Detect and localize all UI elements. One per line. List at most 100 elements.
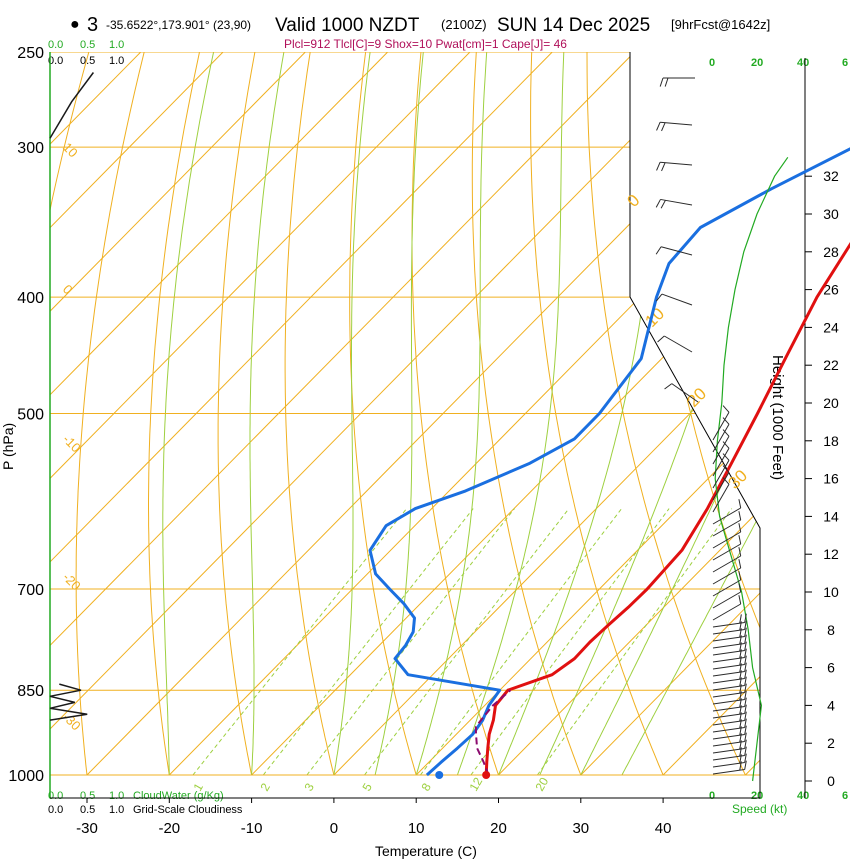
isotherm-label: 20 [683, 384, 710, 411]
cloud-bottom-black-1: 0.5 [80, 804, 95, 816]
mixing-ratio-line [420, 508, 622, 776]
wind-barb-flag [722, 417, 730, 425]
upper-wind-barb [660, 121, 693, 126]
wind-barb-flag [661, 122, 666, 132]
lower-wind-barb [712, 555, 741, 573]
lower-wind-barb [712, 741, 745, 747]
temperature-tick-label: 10 [408, 820, 425, 837]
params-line: Plcl=912 Tlcl[C]=9 Shox=10 Pwat[cm]=1 Ca… [284, 37, 567, 51]
pressure-tick-label: 250 [17, 45, 44, 62]
wind-barb-flag [722, 441, 730, 449]
isotherm-label: 0 [60, 282, 76, 298]
y-axis-title: P (hPa) [0, 423, 16, 470]
wind-barb-flag [744, 739, 747, 749]
wind-barb-flag [744, 683, 747, 693]
moist-adiabat [249, 52, 285, 776]
cloud-top-green-2: 1.0 [109, 39, 124, 51]
cloud-bottom-black-2: 1.0 [109, 804, 124, 816]
cloud-bottom-green-2: 1.0 [109, 790, 124, 802]
speed-top-40: 40 [797, 57, 809, 69]
dry-adiabat [411, 52, 499, 776]
lower-wind-barb [712, 755, 745, 761]
wind-barb-flag [664, 77, 669, 87]
wind-barb-flag [656, 122, 661, 131]
height-tick-label: 16 [823, 471, 839, 487]
mixing-ratio-label: 8 [418, 780, 434, 793]
location-label: -35.6522°,173.901° (23,90) [106, 18, 251, 32]
moist-adiabat [621, 52, 760, 776]
wind-barb-flag [739, 663, 742, 673]
wind-barb-flag [744, 655, 747, 665]
sounding-number: 3 [87, 14, 98, 36]
lower-wind-barb [712, 448, 730, 477]
pressure-tick-label: 500 [17, 407, 44, 424]
lower-wind-barb [712, 567, 741, 585]
wind-barb-flag [738, 523, 742, 533]
height-tick-label: 22 [823, 357, 839, 373]
wind-barb-flag [655, 246, 662, 255]
isotherm-line [415, 52, 760, 776]
mixing-ratio-label: 3 [301, 780, 317, 793]
lower-wind-barb [712, 436, 730, 465]
cloudwater-title: CloudWater (g/Kg) [133, 790, 224, 802]
speed-scale: 0 20 40 6 0 20 40 6 [709, 57, 848, 802]
height-tick-label: 4 [827, 697, 835, 713]
lower-wind-barb [712, 424, 730, 453]
speed-bottom-40: 40 [797, 790, 809, 802]
wind-barb-flag [739, 656, 742, 666]
temperature-tick-label: 0 [330, 820, 338, 837]
wind-barb-flag [738, 559, 742, 569]
upper-wind-barb [660, 198, 693, 206]
wind-barb-flag [744, 753, 747, 763]
wind-barb-flag [657, 335, 665, 343]
isotherm-label: -20 [60, 570, 84, 594]
temperature-tick-label: 20 [490, 820, 507, 837]
wind-barb-flag [739, 677, 742, 687]
wind-barb-flag [744, 732, 747, 742]
wind-barb-flag [739, 628, 742, 638]
wind-barb-flag [739, 691, 742, 701]
height-tick-label: 0 [827, 773, 835, 789]
speed-top-20: 20 [751, 57, 763, 69]
lower-wind-barb [712, 519, 741, 537]
wind-barb-flag [738, 535, 742, 545]
moist-adiabat [580, 52, 760, 776]
mixing-ratio-label: 20 [532, 775, 551, 794]
wind-barb-flag [744, 627, 747, 637]
wind-barb-flag [739, 712, 742, 722]
wind-barb-flag [744, 746, 747, 756]
height-axis-title: Height (1000 Feet) [769, 355, 786, 480]
wind-barb-flag [744, 711, 747, 721]
lower-wind-barb [712, 699, 745, 705]
lower-wind-barb [712, 531, 741, 549]
mixing-ratio-line [262, 508, 474, 776]
lower-wind-barb [712, 650, 745, 656]
wind-barb-flag [739, 621, 742, 631]
cloudiness-title: Grid-Scale Cloudiness [133, 804, 243, 816]
dry-adiabat [471, 52, 582, 776]
wind-barb-flag [739, 761, 742, 771]
wind-barb-flag [744, 725, 747, 735]
forecast-label: [9hrFcst@1642z] [671, 17, 770, 32]
low-cloud-fraction-line [49, 683, 88, 721]
speed-bottom-20: 20 [751, 790, 763, 802]
wind-barb-flag [744, 669, 747, 679]
dry-adiabat [217, 52, 260, 776]
mixing-ratio-line [470, 508, 670, 776]
temperature-tick-label: -30 [76, 820, 98, 837]
height-tick-label: 14 [823, 508, 839, 524]
lower-wind-barb [712, 636, 745, 642]
height-tick-label: 28 [823, 244, 839, 260]
wind-barb-flag [739, 642, 742, 652]
upper-cloud-fraction-line [49, 72, 95, 139]
wind-barb-flag [744, 690, 747, 700]
dry-adiabat [75, 52, 150, 776]
valid-prefix: Valid 1000 NZDT [275, 15, 420, 36]
wind-barb-flag [739, 684, 742, 694]
moist-adiabat [333, 52, 371, 776]
cloud-top-black-1: 0.5 [80, 55, 95, 67]
wind-barb-flag [744, 613, 747, 623]
wind-barb-flag [739, 649, 742, 659]
lower-wind-barb [712, 629, 745, 635]
